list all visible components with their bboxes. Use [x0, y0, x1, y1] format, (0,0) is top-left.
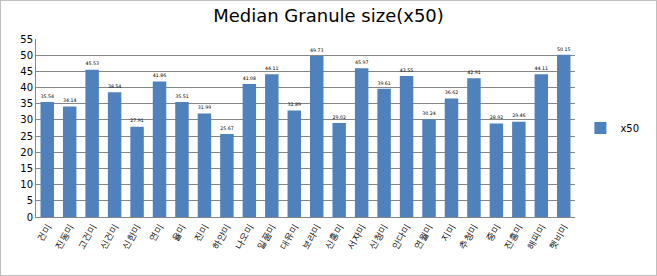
- svg-text:진홍미: 진홍미: [502, 223, 524, 251]
- svg-text:35.51: 35.51: [175, 94, 188, 99]
- svg-text:0: 0: [27, 212, 33, 223]
- svg-text:건미: 건미: [35, 223, 53, 244]
- svg-text:50: 50: [20, 50, 33, 61]
- svg-text:신건미: 신건미: [98, 223, 120, 251]
- svg-text:신한미: 신한미: [121, 223, 143, 251]
- svg-text:신청미: 신청미: [368, 223, 390, 251]
- svg-text:32.89: 32.89: [288, 102, 301, 107]
- svg-text:하얀미: 하얀미: [210, 223, 232, 251]
- svg-text:50.15: 50.15: [557, 47, 570, 52]
- svg-text:연미: 연미: [147, 223, 165, 244]
- svg-text:31.99: 31.99: [198, 105, 211, 110]
- svg-text:중미: 중미: [484, 223, 502, 244]
- svg-text:38.54: 38.54: [108, 84, 121, 89]
- svg-text:43.55: 43.55: [400, 68, 413, 73]
- svg-text:해피미: 해피미: [525, 223, 547, 251]
- svg-text:41.86: 41.86: [153, 73, 166, 78]
- svg-text:40: 40: [20, 82, 33, 93]
- svg-text:지미: 지미: [439, 223, 457, 244]
- svg-text:고건미: 고건미: [76, 223, 98, 251]
- svg-text:30.24: 30.24: [422, 111, 435, 116]
- svg-text:서자미: 서자미: [345, 223, 367, 251]
- svg-text:율미: 율미: [170, 223, 188, 244]
- svg-text:25.67: 25.67: [220, 126, 233, 131]
- svg-text:추청미: 추청미: [457, 223, 479, 251]
- svg-text:29.02: 29.02: [332, 115, 345, 120]
- svg-text:보라미: 보라미: [300, 223, 322, 251]
- svg-text:45.97: 45.97: [355, 60, 368, 65]
- svg-text:36.62: 36.62: [445, 90, 458, 95]
- svg-text:49.73: 49.73: [310, 48, 323, 53]
- svg-text:안다미: 안다미: [390, 223, 412, 251]
- svg-text:진동미: 진동미: [53, 223, 75, 251]
- svg-text:진미: 진미: [192, 223, 210, 244]
- svg-text:20: 20: [20, 147, 33, 158]
- svg-text:신홍미: 신홍미: [323, 223, 345, 251]
- svg-text:나오미: 나오미: [233, 223, 255, 251]
- svg-text:x50: x50: [620, 123, 639, 134]
- svg-text:28.92: 28.92: [490, 115, 503, 120]
- svg-text:45.53: 45.53: [85, 61, 98, 66]
- svg-text:45: 45: [20, 66, 33, 77]
- svg-text:41.08: 41.08: [243, 76, 256, 81]
- svg-text:대유미: 대유미: [278, 223, 300, 251]
- svg-text:30: 30: [20, 114, 33, 125]
- svg-text:34.14: 34.14: [63, 98, 76, 103]
- svg-text:29.46: 29.46: [512, 113, 525, 118]
- svg-text:42.91: 42.91: [467, 70, 480, 75]
- svg-text:39.61: 39.61: [377, 81, 390, 86]
- svg-text:44.11: 44.11: [265, 66, 278, 71]
- svg-text:일품미: 일품미: [255, 223, 277, 251]
- svg-text:55: 55: [20, 34, 33, 45]
- svg-text:35.54: 35.54: [41, 94, 54, 99]
- svg-text:44.11: 44.11: [535, 66, 548, 71]
- svg-text:35: 35: [20, 98, 33, 109]
- svg-text:5: 5: [27, 195, 33, 206]
- svg-text:27.91: 27.91: [130, 118, 143, 123]
- svg-text:Median Granule size(x50): Median Granule size(x50): [213, 5, 444, 26]
- svg-text:10: 10: [20, 179, 33, 190]
- svg-text:연월미: 연월미: [412, 223, 434, 251]
- svg-text:25: 25: [20, 131, 33, 142]
- svg-text:햇비미: 햇비미: [547, 223, 569, 251]
- svg-text:15: 15: [20, 163, 33, 174]
